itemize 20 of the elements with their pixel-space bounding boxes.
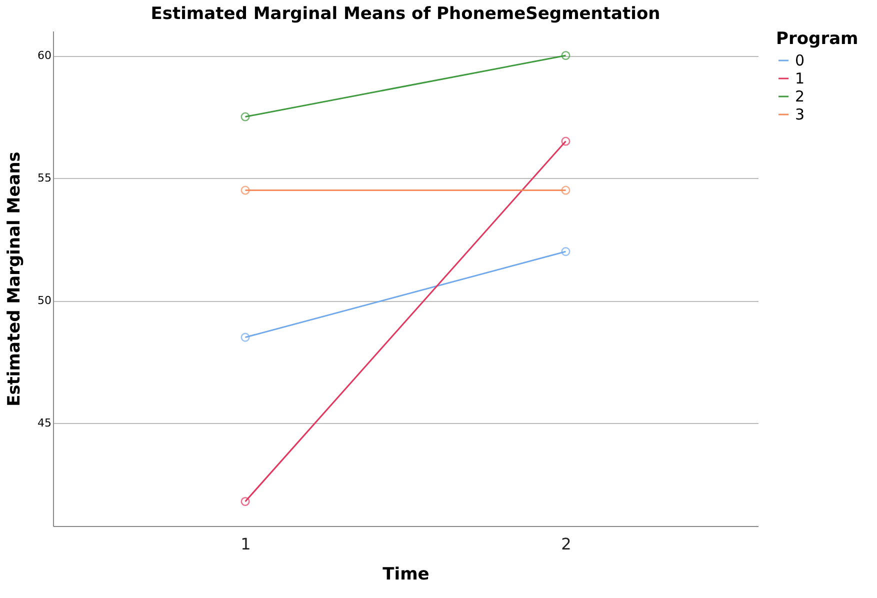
chart-title: Estimated Marginal Means of PhonemeSegmentation [150, 4, 660, 24]
y-tick-label: 50 [38, 294, 52, 308]
point [561, 136, 570, 146]
legend-title: Program [776, 29, 858, 49]
y-axis-title: Estimated Marginal Means [4, 152, 25, 406]
legend-label: 3 [795, 106, 805, 124]
point [240, 112, 250, 122]
legend-label: 2 [795, 88, 805, 106]
point [240, 496, 250, 506]
y-tick-label: 60 [38, 49, 52, 62]
point [240, 186, 250, 195]
point [561, 247, 570, 256]
y-tick-label: 45 [38, 416, 52, 430]
x-axis-title: Time [382, 564, 430, 584]
point [240, 332, 250, 342]
point [561, 50, 570, 60]
y-tick-label: 55 [38, 172, 52, 185]
point [561, 186, 570, 195]
legend-label: 1 [795, 70, 805, 88]
legend-label: 0 [795, 52, 805, 70]
